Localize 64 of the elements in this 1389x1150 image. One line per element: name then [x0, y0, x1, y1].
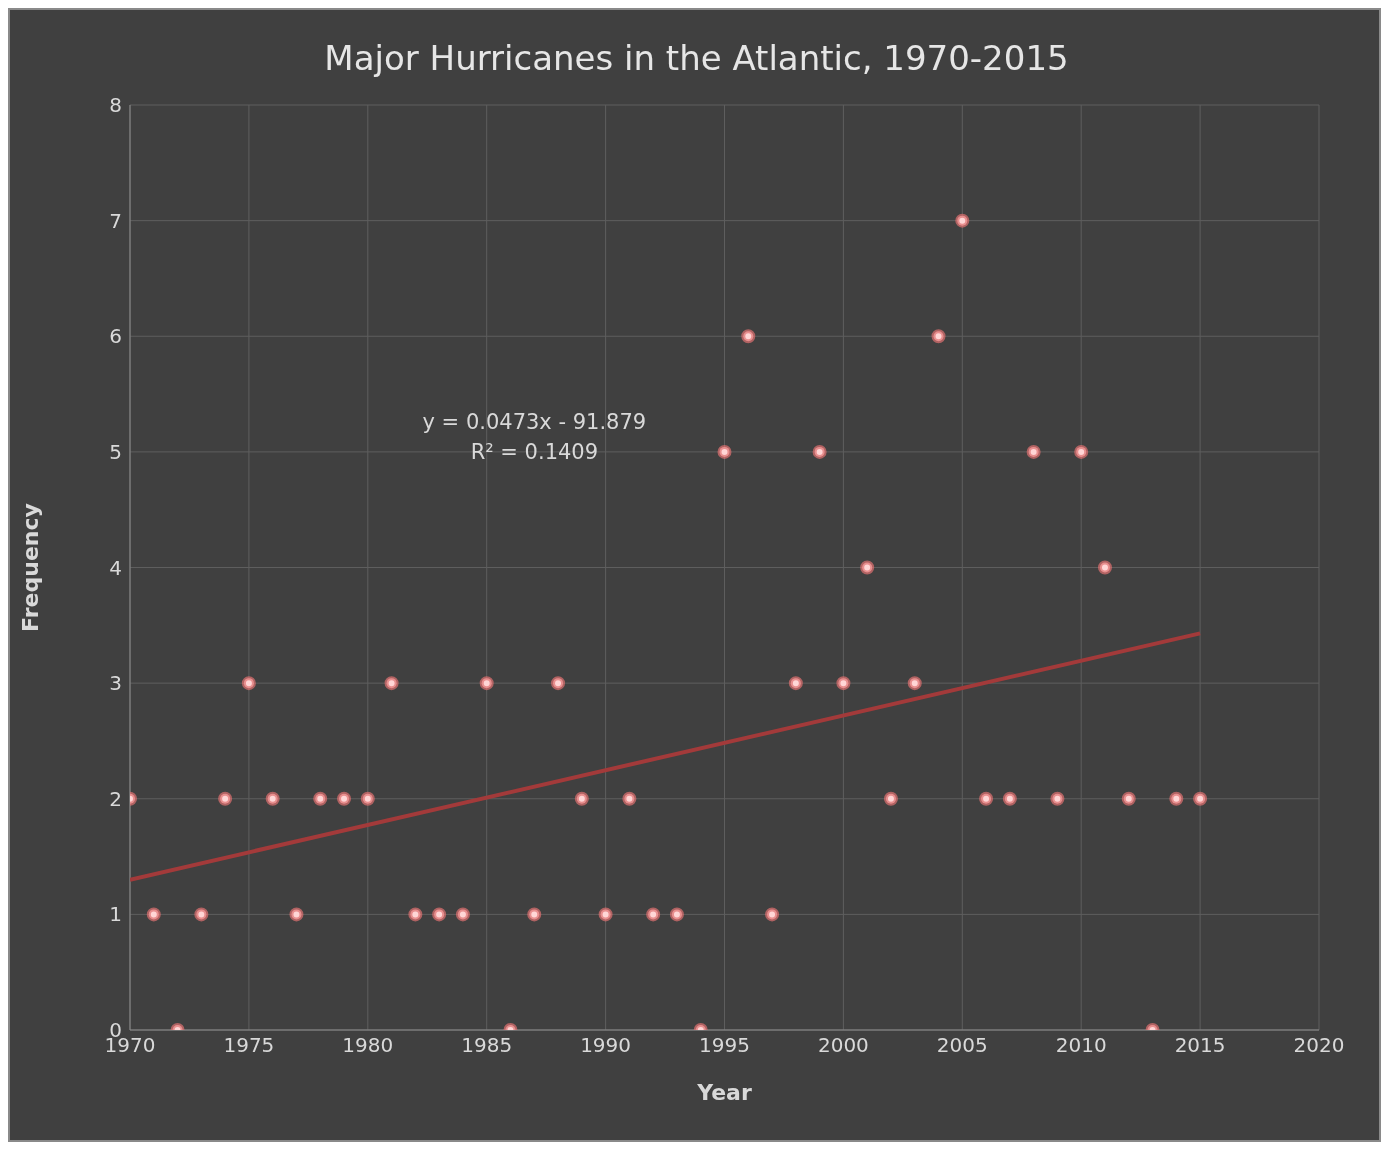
point: [836, 676, 851, 691]
point: [146, 907, 161, 922]
y-tick-label: 5: [109, 439, 122, 464]
point: [527, 907, 542, 922]
x-tick-label: 2020: [1293, 1033, 1345, 1058]
y-tick-label: 2: [109, 786, 122, 811]
point: [646, 907, 661, 922]
point: [1193, 791, 1208, 806]
point: [1097, 560, 1112, 575]
point: [598, 907, 613, 922]
point: [241, 676, 256, 691]
point: [1169, 791, 1184, 806]
point: [1121, 791, 1136, 806]
point: [860, 560, 875, 575]
x-tick-label: 2000: [817, 1033, 869, 1058]
point: [1050, 791, 1065, 806]
y-tick-label: 4: [109, 555, 122, 580]
point: [408, 907, 423, 922]
x-tick-label: 1995: [699, 1033, 750, 1058]
point: [574, 791, 589, 806]
point: [622, 791, 637, 806]
y-tick-label: 7: [109, 208, 122, 233]
point: [883, 791, 898, 806]
point: [788, 676, 803, 691]
x-tick-label: 2015: [1174, 1033, 1226, 1058]
point: [931, 329, 946, 344]
point: [955, 213, 970, 228]
point: [289, 907, 304, 922]
point: [979, 791, 994, 806]
point: [741, 329, 756, 344]
point: [194, 907, 209, 922]
annotation: y = 0.0473x - 91.879: [421, 408, 648, 436]
y-tick-label: 1: [109, 902, 122, 927]
point: [218, 791, 233, 806]
point: [455, 907, 470, 922]
y-tick-label: 6: [109, 324, 122, 349]
point: [1074, 444, 1089, 459]
point: [1002, 791, 1017, 806]
y-axis-title: Frequency: [17, 503, 43, 632]
point: [717, 444, 732, 459]
x-tick-label: 1975: [223, 1033, 275, 1058]
x-tick-label: 2010: [1055, 1033, 1107, 1058]
chart-title: Major Hurricanes in the Atlantic, 1970-2015: [323, 38, 1070, 78]
y-tick-label: 8: [109, 93, 122, 118]
x-tick-label: 1985: [461, 1033, 513, 1058]
x-tick-label: 1980: [342, 1033, 394, 1058]
y-tick-label: 3: [109, 671, 122, 696]
point: [907, 676, 922, 691]
point: [360, 791, 375, 806]
point: [337, 791, 352, 806]
point: [812, 444, 827, 459]
point: [551, 676, 566, 691]
point: [669, 907, 684, 922]
annotation: R² = 0.1409: [469, 438, 600, 466]
point: [1026, 444, 1041, 459]
x-tick-label: 1990: [580, 1033, 632, 1058]
point: [765, 907, 780, 922]
point: [384, 676, 399, 691]
x-tick-label: 2005: [936, 1033, 988, 1058]
x-axis-title: Year: [696, 1080, 752, 1105]
point: [313, 791, 328, 806]
point: [432, 907, 447, 922]
point: [265, 791, 280, 806]
point: [479, 676, 494, 691]
